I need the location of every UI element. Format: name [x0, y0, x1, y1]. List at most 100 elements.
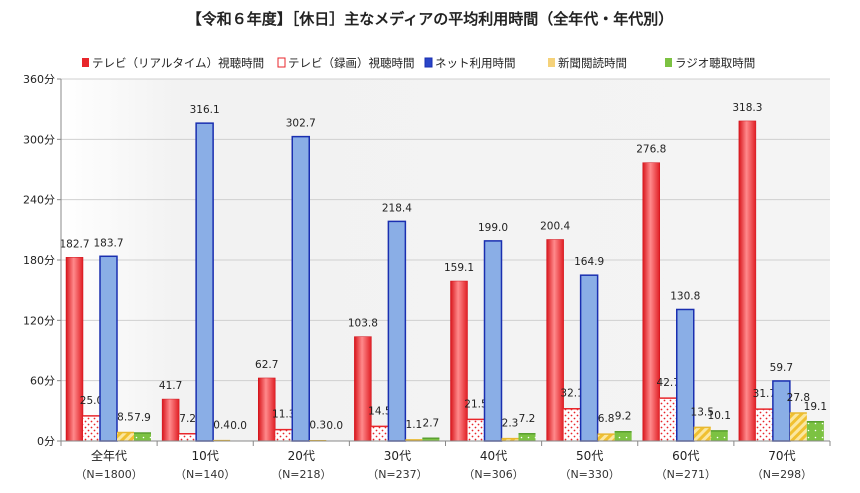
chart-title: 【令和６年度】［休日］主なメディアの平均利用時間（全年代・年代別）: [187, 10, 673, 28]
category-n-label: （N=298）: [752, 468, 812, 481]
legend-item-tv-recorded: テレビ（録画）視聴時間: [278, 56, 415, 70]
category-n-label: （N=306）: [463, 468, 523, 481]
data-label: 19.1: [804, 401, 827, 413]
data-label: 164.9: [574, 256, 604, 268]
y-tick-label: 0分: [37, 435, 55, 448]
legend-label: テレビ（リアルタイム）視聴時間: [92, 56, 264, 70]
legend-swatch: [665, 58, 672, 67]
data-label: 316.1: [190, 104, 220, 116]
bar-tv-recorded: [371, 426, 388, 441]
bar-tv-recorded: [275, 430, 292, 441]
data-label: 0.4: [213, 420, 230, 432]
y-tick-label: 360分: [23, 73, 55, 86]
y-tick-label: 120分: [23, 314, 55, 327]
category-n-label: （N=330）: [559, 468, 619, 481]
y-tick-label: 240分: [23, 194, 55, 207]
legend-swatch: [425, 58, 432, 67]
bar-internet: [292, 137, 309, 441]
bar-tv-realtime: [162, 399, 179, 441]
legend: テレビ（リアルタイム）視聴時間 テレビ（録画）視聴時間ネット利用時間 新聞閲読時間 ラ…: [82, 56, 755, 70]
y-tick-label: 300分: [23, 133, 55, 146]
bar-internet: [388, 221, 405, 441]
y-tick-label: 180分: [23, 254, 55, 267]
legend-item-tv-realtime: テレビ（リアルタイム）視聴時間: [82, 56, 264, 70]
legend-item-internet: ネット利用時間: [425, 56, 516, 70]
data-label: 218.4: [382, 202, 412, 214]
bar-newspaper: [117, 432, 134, 441]
data-label: 7.9: [134, 412, 151, 424]
bar-internet: [485, 241, 502, 441]
bar-radio: [807, 422, 824, 441]
data-label: 200.4: [540, 220, 570, 232]
bar-radio: [519, 434, 536, 441]
category-label: 60代: [672, 449, 699, 463]
data-label: 0.3: [309, 420, 326, 432]
data-label: 130.8: [670, 290, 700, 302]
data-label: 7.2: [519, 413, 536, 425]
data-label: 276.8: [636, 144, 666, 156]
legend-swatch: [548, 58, 555, 67]
bar-tv-realtime: [451, 281, 468, 441]
bar-radio: [134, 433, 151, 441]
bar-newspaper: [694, 427, 711, 441]
category-label: 50代: [576, 449, 603, 463]
legend-item-newspaper: 新聞閲読時間: [548, 56, 627, 70]
legend-label: テレビ（録画）視聴時間: [288, 56, 415, 70]
bar-tv-recorded: [468, 419, 485, 441]
bar-radio: [711, 431, 728, 441]
bar-tv-recorded: [179, 434, 196, 441]
bar-internet: [196, 123, 213, 441]
bar-tv-recorded: [756, 409, 773, 441]
category-n-label: （N=140）: [175, 468, 235, 481]
bar-newspaper: [598, 434, 615, 441]
data-label: 62.7: [255, 359, 278, 371]
category-label: 40代: [480, 449, 507, 463]
category-label: 10代: [192, 449, 219, 463]
bar-tv-realtime: [66, 257, 83, 441]
bar-tv-recorded: [660, 398, 677, 441]
legend-item-radio: ラジオ聴取時間: [665, 56, 755, 70]
data-label: 10.1: [708, 410, 731, 422]
data-label: 302.7: [286, 118, 316, 130]
bar-tv-recorded: [83, 416, 100, 441]
data-label: 8.5: [117, 411, 134, 423]
category-label: 全年代: [91, 448, 127, 463]
data-label: 182.7: [59, 238, 89, 250]
category-label: 30代: [384, 449, 411, 463]
bar-tv-realtime: [643, 163, 660, 441]
data-label: 318.3: [732, 102, 762, 114]
category-label: 20代: [288, 449, 315, 463]
y-tick-label: 60分: [30, 375, 55, 388]
data-label: 103.8: [348, 318, 378, 330]
data-label: 1.1: [406, 419, 423, 431]
legend-swatch: [278, 58, 285, 67]
data-label: 199.0: [478, 222, 508, 234]
data-label: 7.2: [179, 413, 196, 425]
legend-label: 新聞閲読時間: [558, 56, 627, 70]
category-n-label: （N=237）: [367, 468, 427, 481]
data-label: 9.2: [615, 411, 632, 423]
legend-label: ラジオ聴取時間: [675, 56, 755, 70]
legend-swatch: [82, 58, 89, 67]
bar-internet: [773, 381, 790, 441]
category-label: 70代: [768, 449, 795, 463]
category-n-label: （N=271）: [656, 468, 716, 481]
bar-internet: [100, 256, 117, 441]
category-n-label: （N=218）: [271, 468, 331, 481]
bar-tv-realtime: [547, 239, 564, 441]
data-label: 59.7: [770, 362, 793, 374]
category-n-label: （N=1800）: [75, 468, 142, 481]
data-label: 2.3: [502, 418, 519, 430]
bar-radio: [615, 432, 632, 441]
bar-newspaper: [790, 413, 807, 441]
data-label: 6.8: [598, 413, 615, 425]
data-label: 159.1: [444, 262, 474, 274]
bar-internet: [677, 309, 694, 441]
data-label: 183.7: [93, 237, 123, 249]
data-label: 41.7: [159, 380, 182, 392]
bar-tv-realtime: [354, 337, 371, 441]
data-label: 0.0: [230, 420, 247, 432]
data-label: 0.0: [326, 420, 343, 432]
bar-internet: [581, 275, 598, 441]
